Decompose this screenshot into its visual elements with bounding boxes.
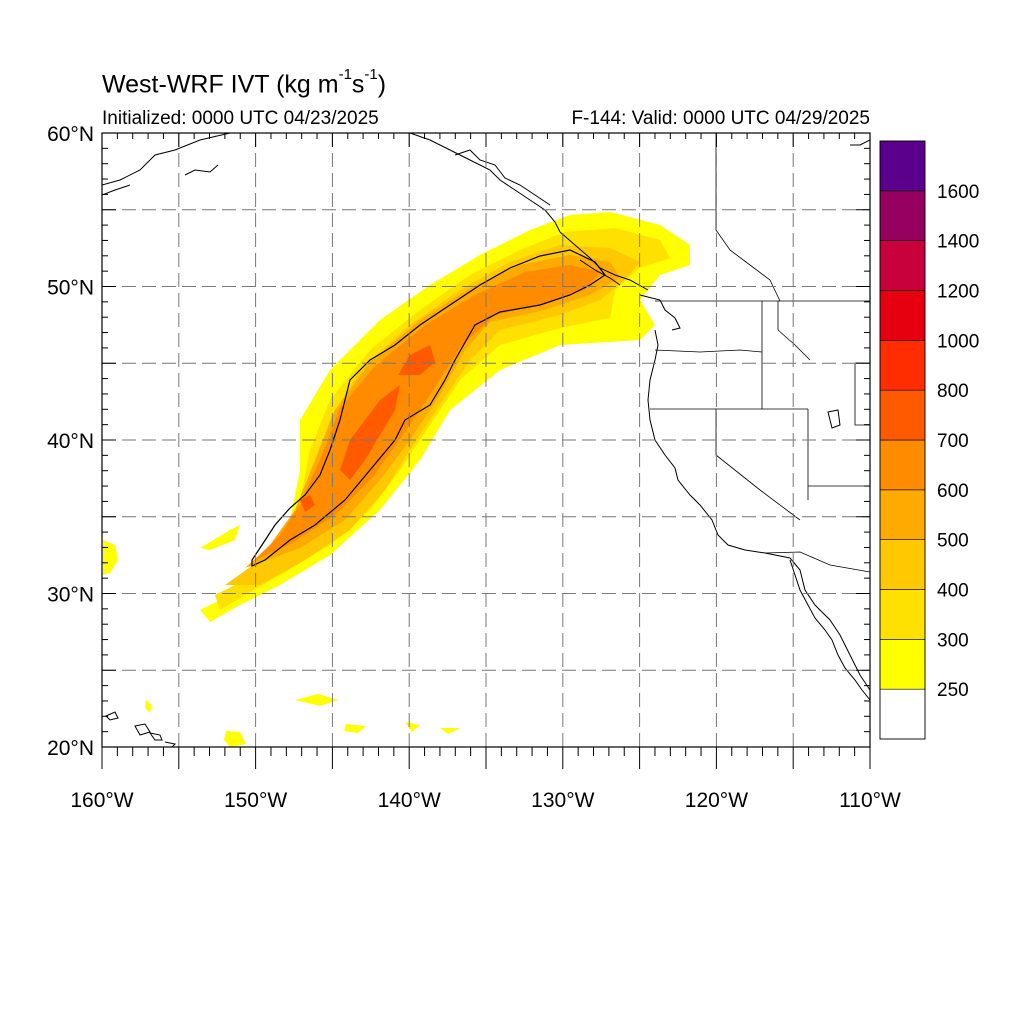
map-title: West-WRF IVT (kg m-1s-1) [102, 66, 387, 99]
colorbar-label: 400 [937, 581, 969, 602]
colorbar-swatch [879, 290, 926, 341]
colorbar-swatch [879, 240, 926, 291]
lon-label: 150°W [224, 789, 287, 812]
colorbar-swatch [879, 539, 926, 590]
ivt-band-700 [300, 345, 435, 512]
lat-label: 30°N [47, 584, 94, 607]
alaska-coast [102, 133, 231, 186]
us-mexico-border [764, 551, 870, 573]
lon-label: 140°W [378, 789, 441, 812]
colorbar-label: 1600 [937, 182, 979, 203]
latitude-labels: 60°N 50°N 40°N 30°N 20°N [47, 123, 94, 760]
colorbar-label: 800 [937, 381, 969, 402]
colorbar-swatch [879, 688, 926, 740]
colorbar-swatch [879, 489, 926, 540]
colorbar-label: 600 [937, 481, 969, 502]
ivt-band-600 [255, 265, 600, 560]
colorbar-label: 700 [937, 431, 969, 452]
colorbar-swatch [879, 140, 926, 192]
colorbar: 250 300 400 500 600 700 800 1000 1200 1400 1600 [879, 140, 979, 740]
colorbar-swatch [879, 589, 926, 640]
ivt-field [103, 212, 690, 747]
colorbar-label: 1200 [937, 282, 979, 303]
colorbar-label: 1000 [937, 331, 979, 352]
lat-label: 40°N [47, 430, 94, 453]
lon-label: 130°W [531, 789, 594, 812]
lat-label: 50°N [47, 277, 94, 300]
axis-ticks [101, 132, 871, 769]
colorbar-swatch [879, 389, 926, 441]
colorbar-frame [879, 140, 926, 740]
lat-label: 60°N [47, 123, 94, 146]
colorbar-label: 250 [937, 680, 969, 701]
colorbar-swatch [879, 340, 926, 391]
colorbar-label: 500 [937, 531, 969, 552]
colorbar-label: 300 [937, 630, 969, 651]
bc-coast [559, 231, 649, 291]
ivt-contour-500 [251, 249, 606, 567]
graticule [102, 133, 870, 747]
longitude-labels: 160°W 150°W 140°W 130°W 120°W 110°W [70, 789, 901, 812]
lon-label: 110°W [839, 789, 901, 812]
nevada-border [715, 409, 801, 521]
valid-time: F-144: Valid: 0000 UTC 04/29/2025 [571, 108, 870, 129]
baja-california [789, 559, 870, 701]
colorbar-swatch [879, 190, 926, 241]
coastlines [102, 133, 870, 747]
or-wa-border [654, 349, 763, 353]
lon-label: 120°W [685, 789, 748, 812]
lat-label: 20°N [47, 737, 94, 760]
colorbar-swatch [879, 639, 926, 690]
us-west-coast [647, 329, 870, 691]
political-borders [650, 133, 870, 573]
colorbar-swatch [879, 439, 926, 491]
colorbar-label: 1400 [937, 232, 979, 253]
lon-label: 160°W [70, 789, 133, 812]
initialized-time: Initialized: 0000 UTC 04/23/2025 [102, 108, 379, 129]
